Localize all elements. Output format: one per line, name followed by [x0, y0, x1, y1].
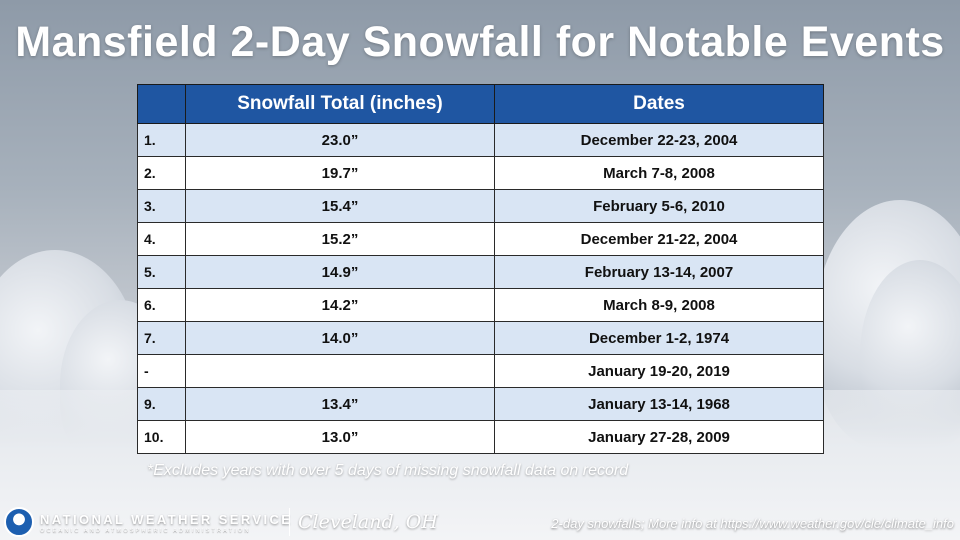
total-cell: 14.0” — [185, 321, 495, 355]
total-cell: 23.0” — [185, 123, 495, 157]
rank-cell: 6. — [137, 288, 186, 322]
table-row: 4. 15.2” December 21-22, 2004 — [137, 222, 824, 256]
total-cell: 13.4” — [185, 387, 495, 421]
table-header-row: Snowfall Total (inches) Dates — [137, 84, 824, 124]
dates-cell: December 21-22, 2004 — [494, 222, 824, 256]
header-rank — [137, 84, 186, 124]
page-title: Mansfield 2-Day Snowfall for Notable Eve… — [15, 18, 945, 66]
total-cell: 14.2” — [185, 288, 495, 322]
table-row: 1. 23.0” December 22-23, 2004 — [137, 123, 824, 157]
total-cell: 13.0” — [185, 420, 495, 454]
total-cell: 15.4” — [185, 189, 495, 223]
org-subtitle: OCEANIC AND ATMOSPHERIC ADMINISTRATION — [40, 528, 251, 534]
total-cell: 14.9” — [185, 255, 495, 289]
dates-cell: February 5-6, 2010 — [494, 189, 824, 223]
total-cell: 15.2” — [185, 222, 495, 256]
org-name: NATIONAL WEATHER SERVICE — [40, 512, 293, 527]
table-row: 5. 14.9” February 13-14, 2007 — [137, 255, 824, 289]
table-row: 3. 15.4” February 5-6, 2010 — [137, 189, 824, 223]
header-total: Snowfall Total (inches) — [185, 84, 495, 124]
dates-cell: December 22-23, 2004 — [494, 123, 824, 157]
rank-cell: 10. — [137, 420, 186, 454]
total-cell: 19.7” — [185, 156, 495, 190]
table-row: - January 19-20, 2019 — [137, 354, 824, 388]
rank-cell: 7. — [137, 321, 186, 355]
office-name: Cleveland, OH — [298, 511, 438, 533]
rank-cell: 5. — [137, 255, 186, 289]
footer-divider — [289, 508, 290, 536]
more-info-text: 2-day snowfalls; More info at https://ww… — [551, 516, 954, 531]
table-row: 2. 19.7” March 7-8, 2008 — [137, 156, 824, 190]
table-row: 9. 13.4” January 13-14, 1968 — [137, 387, 824, 421]
rank-cell: - — [137, 354, 186, 388]
footnote: *Excludes years with over 5 days of miss… — [147, 462, 629, 479]
noaa-logo-icon — [4, 507, 34, 537]
rank-cell: 3. — [137, 189, 186, 223]
dates-cell: January 19-20, 2019 — [494, 354, 824, 388]
dates-cell: March 8-9, 2008 — [494, 288, 824, 322]
rank-cell: 2. — [137, 156, 186, 190]
total-cell — [185, 354, 495, 388]
dates-cell: March 7-8, 2008 — [494, 156, 824, 190]
dates-cell: January 13-14, 1968 — [494, 387, 824, 421]
dates-cell: January 27-28, 2009 — [494, 420, 824, 454]
rank-cell: 4. — [137, 222, 186, 256]
snowfall-table: Snowfall Total (inches) Dates 1. 23.0” D… — [137, 84, 824, 454]
header-dates: Dates — [494, 84, 824, 124]
table-row: 7. 14.0” December 1-2, 1974 — [137, 321, 824, 355]
rank-cell: 1. — [137, 123, 186, 157]
table-row: 6. 14.2” March 8-9, 2008 — [137, 288, 824, 322]
dates-cell: February 13-14, 2007 — [494, 255, 824, 289]
rank-cell: 9. — [137, 387, 186, 421]
table-row: 10. 13.0” January 27-28, 2009 — [137, 420, 824, 454]
dates-cell: December 1-2, 1974 — [494, 321, 824, 355]
